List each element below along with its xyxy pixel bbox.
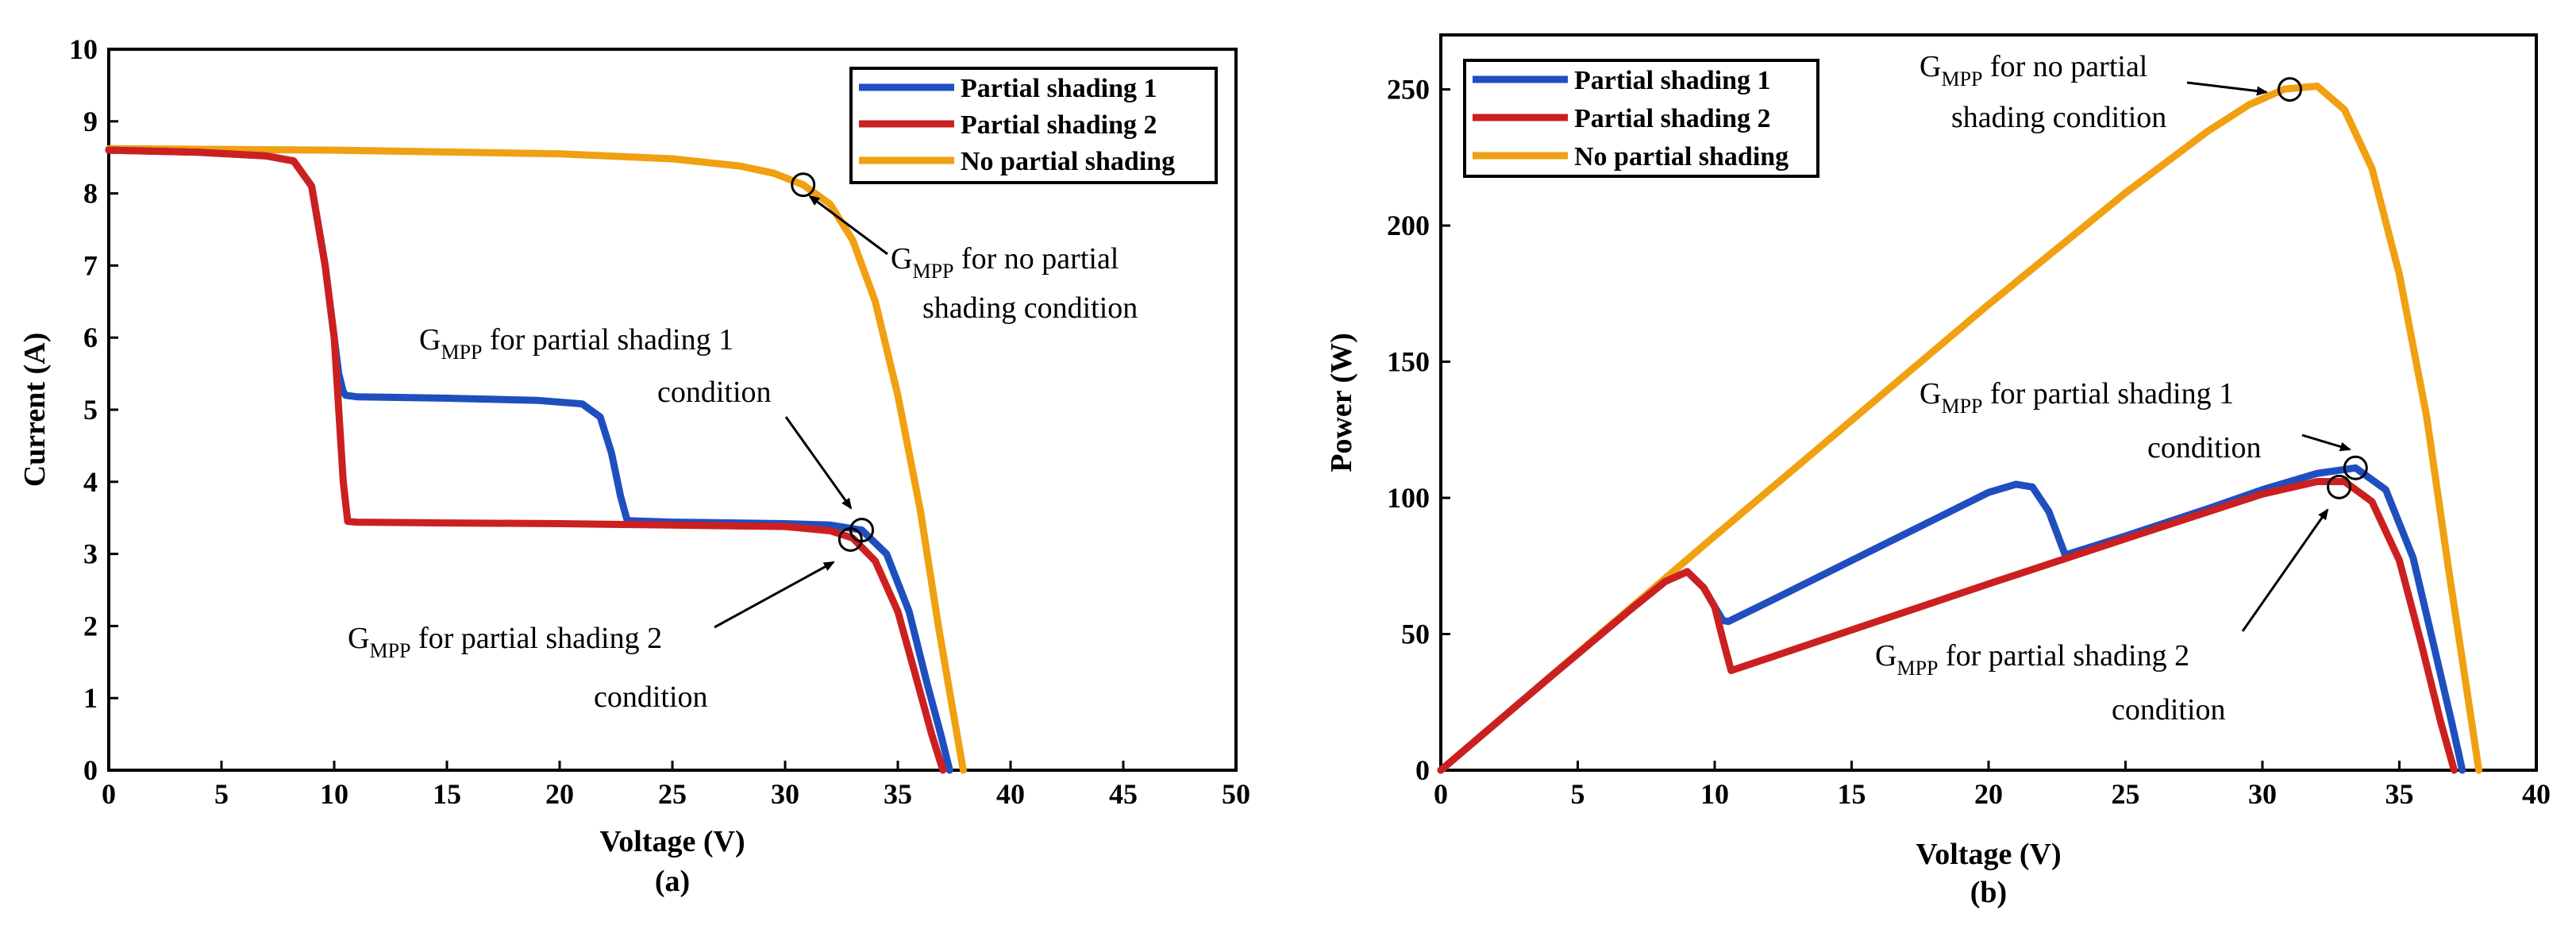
- legend-label-pv-ps1: Partial shading 1: [1574, 66, 1770, 95]
- annotation-iv-nps-line2: shading condition: [922, 291, 1138, 325]
- markers-pv: [2278, 77, 2368, 499]
- ytick-label-pv-3: 150: [1387, 346, 1430, 378]
- annotation-pv-nps-line1: GMPP for no partial: [1919, 50, 2147, 91]
- arrow-iv-ps2: [714, 561, 835, 629]
- mpp-marker-pv-1: [2343, 455, 2368, 480]
- xtick-label-iv-1: 5: [214, 778, 229, 810]
- caption-pv: (b): [1970, 876, 2007, 909]
- ytick-label-iv-3: 3: [83, 538, 98, 570]
- ytick-label-pv-0: 0: [1415, 754, 1430, 786]
- ylabel-iv: Current (A): [18, 333, 52, 488]
- ticks-pv: 0 5 10 15 20 25 30 35 40 0 50 100 150 200 250: [1387, 74, 2551, 810]
- legend-label-iv-ps2: Partial shading 2: [961, 110, 1157, 140]
- xtick-label-pv-3: 15: [1838, 778, 1866, 810]
- arrow-pv-ps2: [2241, 508, 2329, 632]
- curves-iv: [105, 145, 967, 774]
- arrow-iv-nps: [808, 195, 888, 256]
- annotation-pv-ps2-line1: GMPP for partial shading 2: [1875, 639, 2189, 680]
- xtick-label-pv-0: 0: [1434, 778, 1448, 810]
- arrow-iv-ps1: [784, 416, 853, 510]
- ytick-label-iv-1: 1: [83, 682, 98, 714]
- ytick-label-iv-4: 4: [83, 466, 98, 498]
- ytick-label-iv-8: 8: [83, 178, 98, 210]
- chart-pv: 0 5 10 15 20 25 30 35 40 0 50 100 150 200 250 Partial …: [1325, 33, 2551, 909]
- xtick-label-pv-7: 35: [2385, 778, 2414, 810]
- ytick-label-pv-4: 200: [1387, 210, 1430, 241]
- series-line-iv-1: [105, 146, 947, 774]
- annotation-pv-nps-line2: shading condition: [1951, 101, 2166, 134]
- xtick-label-iv-3: 15: [433, 778, 461, 810]
- xlabel-iv: Voltage (V): [599, 825, 745, 858]
- legend-pv: Partial shading 1 Partial shading 2 No p…: [1463, 59, 1819, 178]
- legend-iv: Partial shading 1 Partial shading 2 No p…: [849, 67, 1218, 184]
- annotation-pv-ps1-line1: GMPP for partial shading 1: [1919, 377, 2234, 418]
- xtick-label-iv-10: 50: [1222, 778, 1250, 810]
- annotation-pv-ps1-line2: condition: [2147, 431, 2262, 464]
- annotation-iv-ps2-line2: condition: [594, 680, 708, 714]
- mpp-marker-pv-2: [2327, 474, 2352, 499]
- ytick-label-iv-7: 7: [83, 249, 98, 281]
- annotation-iv-ps1-line1: GMPP for partial shading 1: [419, 323, 734, 364]
- mpp-marker-iv-2: [837, 526, 863, 552]
- xtick-label-pv-2: 10: [1700, 778, 1729, 810]
- xtick-label-iv-4: 20: [545, 778, 574, 810]
- xtick-label-iv-9: 45: [1109, 778, 1138, 810]
- ytick-label-pv-5: 250: [1387, 74, 1430, 106]
- legend-label-iv-nps: No partial shading: [961, 147, 1175, 176]
- arrow-pv-nps: [2186, 81, 2268, 96]
- mpp-marker-iv-0: [791, 172, 816, 198]
- xtick-label-iv-7: 35: [884, 778, 912, 810]
- xtick-label-iv-0: 0: [102, 778, 116, 810]
- series-line-pv-2: [1437, 83, 2483, 774]
- arrow-pv-ps1: [2301, 434, 2351, 452]
- ytick-label-iv-2: 2: [83, 610, 98, 642]
- xtick-label-iv-2: 10: [320, 778, 348, 810]
- ytick-label-iv-10: 10: [69, 33, 98, 65]
- ytick-label-iv-6: 6: [83, 322, 98, 353]
- curves-pv: [1437, 83, 2483, 774]
- xtick-label-pv-8: 40: [2522, 778, 2551, 810]
- xtick-label-pv-4: 20: [1974, 778, 2003, 810]
- series-line-pv-1: [1437, 478, 2458, 774]
- ytick-label-pv-2: 100: [1387, 482, 1430, 514]
- series-line-iv-2: [105, 145, 967, 774]
- annotation-iv-ps1-line2: condition: [657, 376, 772, 409]
- ytick-label-iv-9: 9: [83, 106, 98, 137]
- ytick-label-iv-0: 0: [83, 754, 98, 786]
- legend-label-iv-ps1: Partial shading 1: [961, 74, 1157, 103]
- caption-iv: (a): [655, 865, 690, 898]
- xtick-label-pv-1: 5: [1571, 778, 1585, 810]
- legend-label-pv-ps2: Partial shading 2: [1574, 104, 1770, 133]
- annotation-pv-ps2-line2: condition: [2112, 693, 2226, 727]
- annotation-iv-nps-line1: GMPP for no partial: [891, 242, 1119, 283]
- xtick-label-pv-5: 25: [2112, 778, 2140, 810]
- xtick-label-pv-6: 30: [2248, 778, 2277, 810]
- annotation-iv-ps2-line1: GMPP for partial shading 2: [348, 622, 662, 662]
- mpp-marker-pv-0: [2278, 77, 2302, 102]
- xlabel-pv: Voltage (V): [1916, 838, 2061, 871]
- legend-label-pv-nps: No partial shading: [1574, 142, 1789, 172]
- xtick-label-iv-5: 25: [658, 778, 687, 810]
- markers-iv: [791, 172, 875, 552]
- xtick-label-iv-6: 30: [771, 778, 799, 810]
- xtick-label-iv-8: 40: [996, 778, 1025, 810]
- ylabel-pv: Power (W): [1325, 333, 1358, 472]
- ytick-label-pv-1: 50: [1401, 619, 1430, 650]
- ytick-label-iv-5: 5: [83, 394, 98, 426]
